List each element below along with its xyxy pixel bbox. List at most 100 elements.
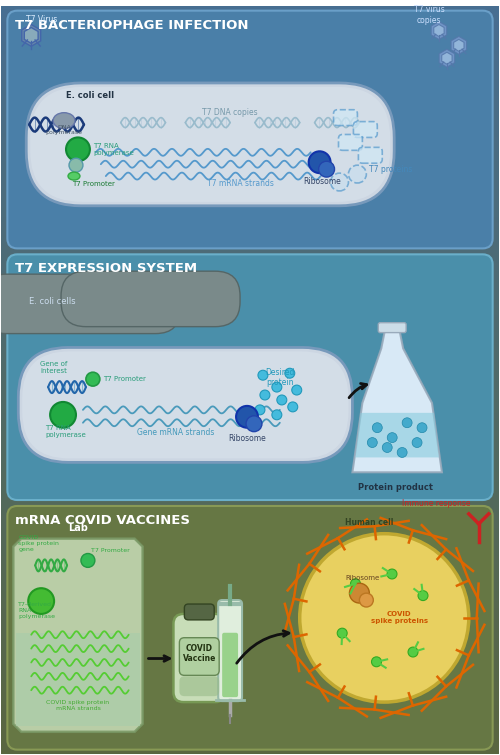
- Circle shape: [397, 448, 407, 458]
- Polygon shape: [16, 633, 140, 726]
- Bar: [2, 219, 498, 220]
- Bar: [2, 59, 498, 60]
- Bar: [2, 77, 498, 78]
- Bar: [2, 467, 498, 468]
- Bar: [2, 393, 498, 394]
- FancyBboxPatch shape: [174, 614, 225, 702]
- Bar: [2, 520, 498, 521]
- Bar: [2, 455, 498, 457]
- Bar: [2, 92, 498, 93]
- Bar: [2, 606, 498, 607]
- Bar: [2, 83, 498, 84]
- Bar: [2, 270, 498, 271]
- Bar: [2, 350, 498, 351]
- Bar: [2, 500, 498, 501]
- Bar: [2, 366, 498, 367]
- Bar: [2, 399, 498, 400]
- Bar: [2, 220, 498, 222]
- Bar: [2, 325, 498, 327]
- Bar: [2, 303, 498, 304]
- Bar: [2, 689, 498, 690]
- Bar: [2, 582, 498, 583]
- Bar: [2, 686, 498, 687]
- Bar: [2, 148, 498, 149]
- Polygon shape: [439, 49, 454, 67]
- Bar: [2, 140, 498, 141]
- Bar: [2, 433, 498, 435]
- Bar: [2, 734, 498, 735]
- Bar: [2, 116, 498, 118]
- Bar: [2, 738, 498, 740]
- Bar: [2, 706, 498, 707]
- Bar: [2, 519, 498, 520]
- Bar: [2, 236, 498, 238]
- Bar: [2, 200, 498, 201]
- Bar: [2, 272, 498, 273]
- Bar: [2, 657, 498, 658]
- Bar: [2, 511, 498, 512]
- Bar: [2, 271, 498, 272]
- Bar: [2, 290, 498, 291]
- Bar: [2, 368, 498, 369]
- Bar: [2, 638, 498, 639]
- Bar: [2, 487, 498, 488]
- Bar: [2, 566, 498, 567]
- Text: T7 Promoter: T7 Promoter: [91, 547, 130, 553]
- Bar: [2, 515, 498, 516]
- Bar: [2, 512, 498, 513]
- Bar: [2, 199, 498, 200]
- Bar: [2, 705, 498, 706]
- Bar: [2, 602, 498, 603]
- Bar: [2, 644, 498, 645]
- Bar: [2, 17, 498, 19]
- Bar: [2, 435, 498, 436]
- Bar: [2, 665, 498, 667]
- Text: COVID
spike proteins: COVID spike proteins: [370, 611, 428, 624]
- Bar: [2, 283, 498, 284]
- Bar: [2, 308, 498, 309]
- Bar: [2, 578, 498, 579]
- Bar: [2, 300, 498, 301]
- Bar: [2, 418, 498, 419]
- Bar: [2, 167, 498, 168]
- Bar: [2, 563, 498, 565]
- Bar: [2, 587, 498, 588]
- Bar: [2, 151, 498, 153]
- Bar: [2, 723, 498, 724]
- Bar: [2, 369, 498, 370]
- Bar: [2, 507, 498, 508]
- Bar: [2, 121, 498, 122]
- Bar: [2, 430, 498, 432]
- Bar: [2, 717, 498, 718]
- Bar: [2, 709, 498, 710]
- Bar: [2, 169, 498, 170]
- Bar: [2, 490, 498, 491]
- Bar: [2, 480, 498, 481]
- Bar: [2, 254, 498, 255]
- Bar: [2, 81, 498, 82]
- Bar: [2, 649, 498, 651]
- Bar: [2, 8, 498, 10]
- Bar: [2, 612, 498, 613]
- Bar: [2, 285, 498, 286]
- Bar: [2, 222, 498, 223]
- Bar: [2, 633, 498, 635]
- Bar: [2, 198, 498, 199]
- Bar: [2, 383, 498, 384]
- Bar: [2, 170, 498, 171]
- Bar: [2, 334, 498, 335]
- Bar: [2, 419, 498, 420]
- Bar: [2, 233, 498, 235]
- Bar: [2, 508, 498, 509]
- Bar: [2, 33, 498, 35]
- Bar: [2, 243, 498, 245]
- Bar: [2, 106, 498, 108]
- Bar: [2, 73, 498, 74]
- Bar: [2, 396, 498, 397]
- Polygon shape: [434, 24, 444, 36]
- Bar: [2, 143, 498, 144]
- Bar: [2, 208, 498, 209]
- Bar: [2, 29, 498, 30]
- Bar: [2, 699, 498, 700]
- Bar: [2, 23, 498, 24]
